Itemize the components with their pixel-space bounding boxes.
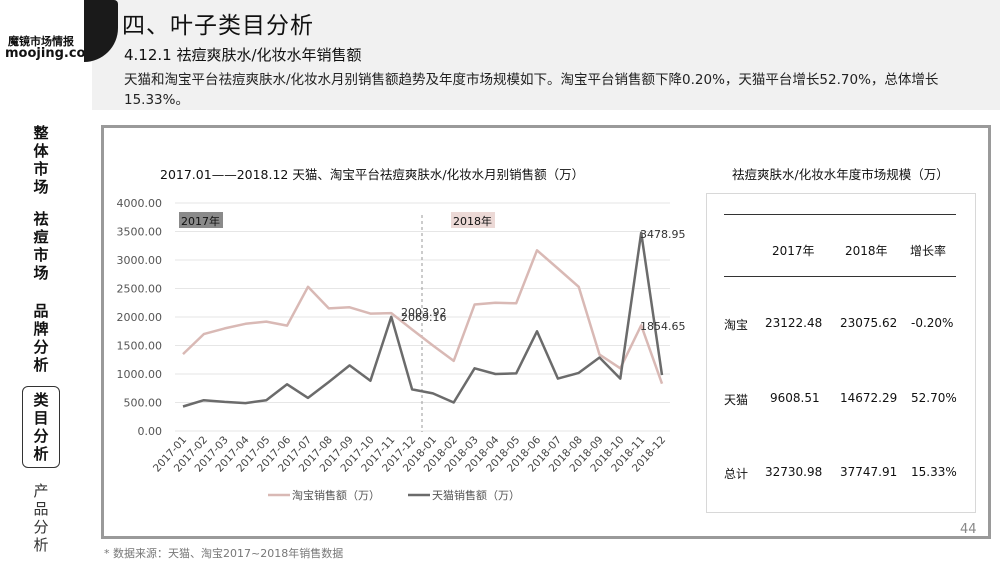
data-source-note: * 数据来源：天猫、淘宝2017~2018年销售数据 [104, 547, 344, 560]
page-title: 四、叶子类目分析 [122, 13, 314, 39]
table-header-2017: 2017年 [772, 244, 815, 258]
side-nav: 整体市场 祛痘市场 品牌分析 类目分析 产品分析 [0, 110, 92, 563]
nav-item-acne-market[interactable]: 祛痘市场 [33, 210, 49, 282]
table-rule-top [724, 214, 956, 215]
section-description: 天猫和淘宝平台祛痘爽肤水/化妆水月别销售额趋势及年度市场规模如下。淘宝平台销售额… [124, 72, 939, 108]
table-cell: 52.70% [911, 391, 957, 405]
table-cell: 15.33% [911, 465, 957, 479]
page-number: 44 [960, 522, 977, 537]
table-cell: 23075.62 [840, 316, 898, 330]
section-subtitle: 4.12.1 祛痘爽肤水/化妆水年销售额 [124, 46, 362, 64]
table-cell: 37747.91 [840, 465, 898, 479]
chart-title: 2017.01——2018.12 天猫、淘宝平台祛痘爽肤水/化妆水月别销售额（万… [160, 167, 585, 182]
table-rule-header [724, 276, 956, 277]
table-row-label: 天猫 [724, 393, 749, 407]
table-cell: 14672.29 [840, 391, 898, 405]
logo-name: 魔镜市场情报 [8, 35, 74, 48]
table-cell: 23122.48 [765, 316, 823, 330]
table-header-growth: 增长率 [910, 244, 947, 258]
header-band [92, 0, 1000, 110]
table-cell: 9608.51 [770, 391, 820, 405]
logo-url: moojing.com [5, 46, 100, 61]
table-cell: -0.20% [911, 316, 954, 330]
nav-item-overall-market[interactable]: 整体市场 [33, 124, 49, 196]
table-title: 祛痘爽肤水/化妆水年度市场规模（万） [732, 167, 949, 182]
market-size-table [706, 193, 976, 513]
table-row-label: 淘宝 [724, 318, 749, 332]
nav-item-product-analysis[interactable]: 产品分析 [33, 482, 49, 554]
nav-item-brand-analysis[interactable]: 品牌分析 [33, 302, 49, 374]
table-row-label: 总计 [724, 467, 749, 481]
table-cell: 32730.98 [765, 465, 823, 479]
moojing-logo: 魔镜市场情报 moojing.com [0, 0, 100, 80]
table-header-2018: 2018年 [845, 244, 888, 258]
nav-item-category-analysis[interactable]: 类目分析 [22, 386, 60, 468]
